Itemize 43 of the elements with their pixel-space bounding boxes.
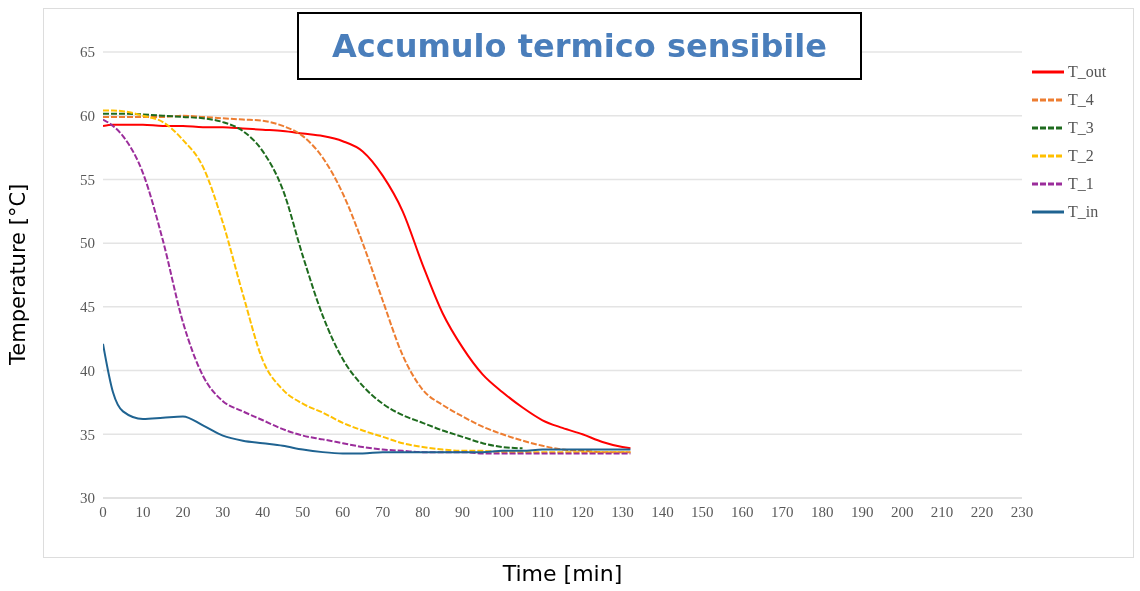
x-tick-label: 220	[970, 503, 994, 520]
x-tick-label: 110	[531, 503, 554, 520]
legend-label: T_4	[1068, 91, 1094, 109]
legend-label: T_1	[1068, 175, 1094, 193]
x-tick-label: 40	[255, 503, 271, 520]
x-tick-label: 150	[691, 503, 714, 520]
x-tick-label: 130	[611, 503, 634, 520]
x-tick-label: 70	[375, 503, 391, 520]
x-tick-label: 120	[571, 503, 594, 520]
y-tick-label: 55	[80, 171, 95, 188]
x-tick-label: 200	[890, 503, 914, 520]
x-axis-title: Time [min]	[501, 561, 623, 586]
legend-label: T_out	[1068, 63, 1107, 81]
x-tick-label: 20	[175, 503, 191, 520]
legend-label: T_2	[1068, 147, 1094, 165]
x-tick-label: 100	[491, 503, 514, 520]
x-tick-label: 80	[415, 503, 431, 520]
legend-label: T_3	[1068, 119, 1094, 137]
x-tick-label: 0	[99, 503, 107, 520]
x-tick-label: 170	[771, 503, 794, 520]
legend-label: T_in	[1068, 203, 1099, 221]
y-tick-label: 40	[80, 362, 95, 379]
y-tick-label: 30	[80, 490, 95, 507]
x-tick-label: 50	[295, 503, 311, 520]
chart-title: Accumulo termico sensibile	[297, 12, 862, 80]
x-tick-label: 60	[335, 503, 351, 520]
x-tick-label: 10	[135, 503, 151, 520]
line-series	[103, 112, 524, 450]
x-tick-label: 160	[731, 503, 754, 520]
x-tick-label: 90	[455, 503, 471, 520]
x-tick-label: 30	[215, 503, 231, 520]
y-tick-label: 65	[80, 44, 95, 61]
y-axis-title: Temperature [°C]	[6, 183, 31, 366]
y-tick-label: 35	[80, 426, 95, 443]
x-tick-label: 140	[651, 503, 674, 520]
line-series	[103, 342, 632, 455]
x-tick-label: 210	[930, 503, 954, 520]
x-tick-label: 180	[810, 503, 834, 520]
y-tick-label: 60	[80, 108, 95, 125]
y-tick-label: 50	[80, 235, 95, 252]
y-tick-label: 45	[80, 299, 95, 316]
x-tick-label: 230	[1010, 503, 1034, 520]
x-tick-label: 190	[850, 503, 874, 520]
